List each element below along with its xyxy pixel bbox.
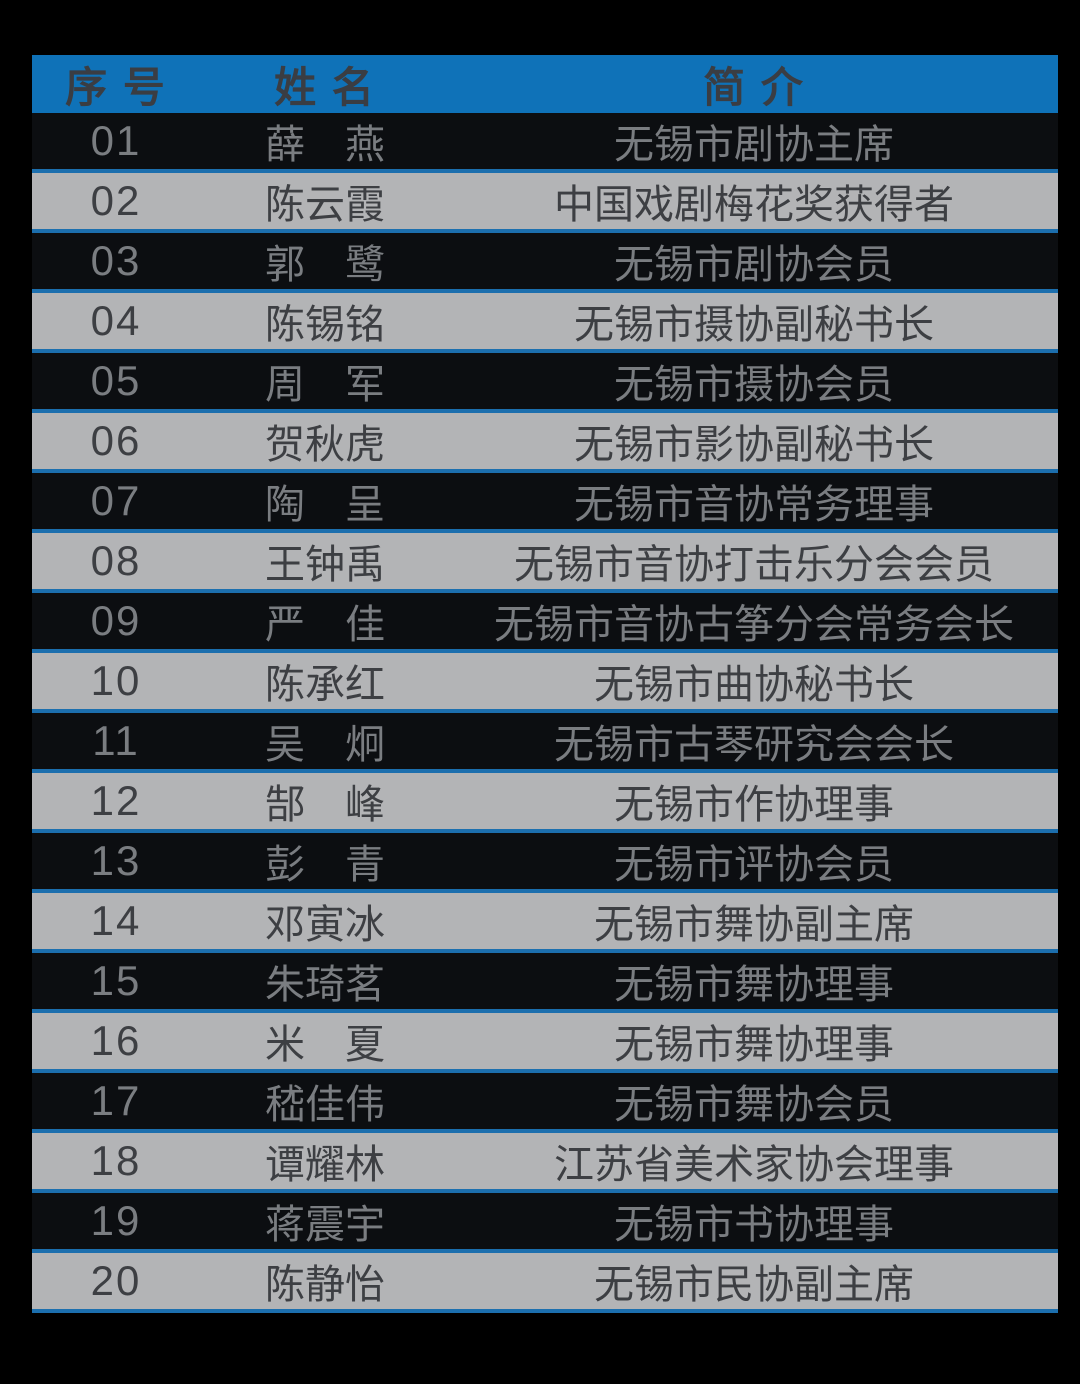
person-name: 郜 峰 — [265, 783, 385, 827]
roster-table: 序 号 姓 名 简 介 01 薛 燕 无锡市剧协主席 02 陈云霞 中国戏剧梅花… — [32, 55, 1058, 1313]
table-row: 07 陶 呈 无锡市音协常务理事 — [32, 473, 1058, 533]
person-brief: 无锡市影协副秘书长 — [574, 423, 934, 467]
table-row: 01 薛 燕 无锡市剧协主席 — [32, 113, 1058, 173]
table-row: 03 郭 鹭 无锡市剧协会员 — [32, 233, 1058, 293]
person-brief: 无锡市曲协秘书长 — [594, 663, 914, 707]
person-name: 贺秋虎 — [265, 423, 385, 467]
table-row: 16 米 夏 无锡市舞协理事 — [32, 1013, 1058, 1073]
table-row: 10 陈承红 无锡市曲协秘书长 — [32, 653, 1058, 713]
row-number: 06 — [90, 417, 142, 464]
row-number: 16 — [90, 1017, 142, 1064]
person-brief: 无锡市剧协会员 — [614, 243, 894, 287]
person-brief: 无锡市音协常务理事 — [574, 483, 934, 527]
person-brief: 无锡市舞协理事 — [614, 963, 894, 1007]
table-row: 11 吴 炯 无锡市古琴研究会会长 — [32, 713, 1058, 773]
person-name: 朱琦茗 — [265, 963, 385, 1007]
row-number: 09 — [90, 597, 142, 644]
table-row: 14 邓寅冰 无锡市舞协副主席 — [32, 893, 1058, 953]
table-header-row: 序 号 姓 名 简 介 — [32, 55, 1058, 113]
person-name: 谭耀林 — [265, 1143, 385, 1187]
person-brief: 无锡市民协副主席 — [594, 1263, 914, 1307]
row-number: 07 — [90, 477, 142, 524]
person-name: 薛 燕 — [265, 123, 385, 167]
person-name: 陶 呈 — [265, 483, 385, 527]
row-number: 04 — [90, 297, 142, 344]
person-name: 王钟禹 — [265, 543, 385, 587]
person-name: 吴 炯 — [265, 723, 385, 767]
table-row: 17 嵇佳伟 无锡市舞协会员 — [32, 1073, 1058, 1133]
person-brief: 无锡市书协理事 — [614, 1203, 894, 1247]
person-name: 陈静怡 — [265, 1263, 385, 1307]
row-number: 02 — [90, 177, 142, 224]
table-row: 18 谭耀林 江苏省美术家协会理事 — [32, 1133, 1058, 1193]
person-brief: 无锡市评协会员 — [614, 843, 894, 887]
table-body: 01 薛 燕 无锡市剧协主席 02 陈云霞 中国戏剧梅花奖获得者 03 郭 鹭 … — [32, 113, 1058, 1313]
row-number: 03 — [90, 237, 142, 284]
row-number: 18 — [90, 1137, 142, 1184]
person-brief: 中国戏剧梅花奖获得者 — [554, 183, 954, 227]
table-row: 02 陈云霞 中国戏剧梅花奖获得者 — [32, 173, 1058, 233]
person-brief: 无锡市音协古筝分会常务会长 — [494, 603, 1014, 647]
row-number: 15 — [90, 957, 142, 1004]
person-name: 嵇佳伟 — [265, 1083, 385, 1127]
table-row: 13 彭 青 无锡市评协会员 — [32, 833, 1058, 893]
column-header-name: 姓 名 — [274, 63, 376, 111]
person-name: 彭 青 — [265, 843, 385, 887]
person-name: 周 军 — [265, 363, 385, 407]
row-number: 05 — [90, 357, 142, 404]
person-brief: 无锡市摄协会员 — [614, 363, 894, 407]
person-brief: 江苏省美术家协会理事 — [554, 1143, 954, 1187]
row-number: 12 — [90, 777, 142, 824]
row-number: 14 — [90, 897, 142, 944]
table-row: 20 陈静怡 无锡市民协副主席 — [32, 1253, 1058, 1313]
person-brief: 无锡市剧协主席 — [614, 123, 894, 167]
column-header-number: 序 号 — [65, 63, 167, 111]
person-name: 陈锡铭 — [265, 303, 385, 347]
person-name: 郭 鹭 — [265, 243, 385, 287]
table-row: 04 陈锡铭 无锡市摄协副秘书长 — [32, 293, 1058, 353]
row-number: 20 — [90, 1257, 142, 1304]
table-row: 15 朱琦茗 无锡市舞协理事 — [32, 953, 1058, 1013]
person-brief: 无锡市音协打击乐分会会员 — [514, 543, 994, 587]
row-number: 10 — [90, 657, 142, 704]
row-number: 13 — [90, 837, 142, 884]
person-name: 严 佳 — [265, 603, 385, 647]
person-brief: 无锡市作协理事 — [614, 783, 894, 827]
person-brief: 无锡市舞协理事 — [614, 1023, 894, 1067]
table-row: 19 蒋震宇 无锡市书协理事 — [32, 1193, 1058, 1253]
table-row: 05 周 军 无锡市摄协会员 — [32, 353, 1058, 413]
row-number: 19 — [90, 1197, 142, 1244]
table-row: 06 贺秋虎 无锡市影协副秘书长 — [32, 413, 1058, 473]
person-brief: 无锡市舞协会员 — [614, 1083, 894, 1127]
person-name: 陈承红 — [265, 663, 385, 707]
row-number: 17 — [90, 1077, 142, 1124]
row-number: 08 — [90, 537, 142, 584]
table-row: 08 王钟禹 无锡市音协打击乐分会会员 — [32, 533, 1058, 593]
column-header-brief: 简 介 — [703, 63, 805, 111]
person-name: 蒋震宇 — [265, 1203, 385, 1247]
table-row: 09 严 佳 无锡市音协古筝分会常务会长 — [32, 593, 1058, 653]
row-number: 01 — [90, 117, 142, 164]
person-brief: 无锡市古琴研究会会长 — [554, 723, 954, 767]
person-name: 陈云霞 — [265, 183, 385, 227]
person-brief: 无锡市舞协副主席 — [594, 903, 914, 947]
person-name: 米 夏 — [265, 1023, 385, 1067]
table-row: 12 郜 峰 无锡市作协理事 — [32, 773, 1058, 833]
person-brief: 无锡市摄协副秘书长 — [574, 303, 934, 347]
person-name: 邓寅冰 — [265, 903, 385, 947]
row-number: 11 — [92, 717, 140, 764]
